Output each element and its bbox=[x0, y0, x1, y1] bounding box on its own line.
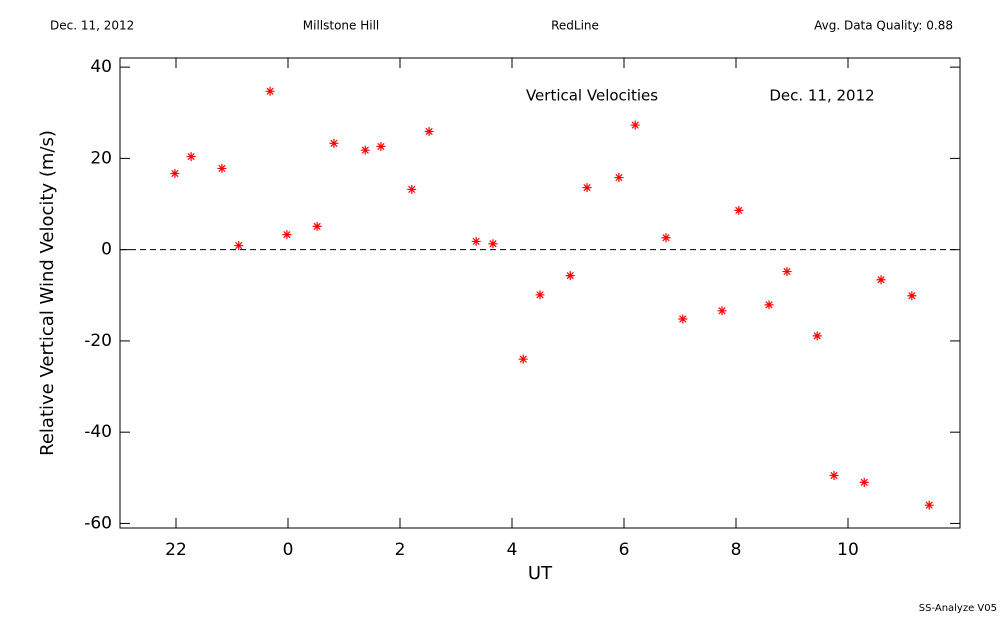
chart-subtitle: Dec. 11, 2012 bbox=[769, 87, 874, 105]
point bbox=[678, 314, 688, 324]
point bbox=[812, 331, 822, 341]
x-tick-label: 0 bbox=[283, 540, 294, 560]
point bbox=[360, 145, 370, 155]
point bbox=[630, 120, 640, 130]
point bbox=[924, 500, 934, 510]
point bbox=[661, 233, 671, 243]
y-tick-label: -20 bbox=[84, 331, 112, 351]
point bbox=[488, 239, 498, 249]
x-tick-label: 6 bbox=[619, 540, 630, 560]
point bbox=[186, 152, 196, 162]
y-tick-label: 20 bbox=[90, 148, 112, 168]
point bbox=[764, 300, 774, 310]
footer: SS-Analyze V05 bbox=[919, 603, 997, 614]
point bbox=[518, 354, 528, 364]
point bbox=[782, 267, 792, 277]
point bbox=[424, 126, 434, 136]
y-tick-label: -40 bbox=[84, 422, 112, 442]
y-tick-label: 0 bbox=[101, 240, 112, 260]
header-site: Millstone Hill bbox=[303, 19, 379, 33]
y-axis-label: Relative Vertical Wind Velocity (m/s) bbox=[37, 130, 58, 456]
point bbox=[582, 183, 592, 193]
point bbox=[312, 221, 322, 231]
chart-title: Vertical Velocities bbox=[526, 87, 658, 105]
y-tick-label: 40 bbox=[90, 57, 112, 77]
point bbox=[907, 291, 917, 301]
x-tick-label: 10 bbox=[837, 540, 859, 560]
point bbox=[717, 306, 727, 316]
point bbox=[282, 230, 292, 240]
point bbox=[329, 138, 339, 148]
header-instrument: RedLine bbox=[551, 19, 599, 33]
point bbox=[265, 86, 275, 96]
point bbox=[471, 236, 481, 246]
x-tick-label: 8 bbox=[731, 540, 742, 560]
point bbox=[376, 142, 386, 152]
point bbox=[876, 275, 886, 285]
point bbox=[829, 471, 839, 481]
point bbox=[734, 205, 744, 215]
point bbox=[407, 184, 417, 194]
point bbox=[614, 173, 624, 183]
point bbox=[234, 241, 244, 251]
point bbox=[217, 163, 227, 173]
header-date: Dec. 11, 2012 bbox=[50, 19, 134, 33]
plot-frame bbox=[119, 57, 961, 529]
y-tick-label: -60 bbox=[84, 513, 112, 533]
x-tick-label: 22 bbox=[165, 540, 187, 560]
point bbox=[170, 168, 180, 178]
header-quality: Avg. Data Quality: 0.88 bbox=[814, 19, 953, 33]
point bbox=[859, 477, 869, 487]
x-tick-label: 2 bbox=[395, 540, 406, 560]
point bbox=[565, 271, 575, 281]
x-tick-label: 4 bbox=[507, 540, 518, 560]
x-axis-label: UT bbox=[528, 563, 553, 584]
point bbox=[535, 290, 545, 300]
